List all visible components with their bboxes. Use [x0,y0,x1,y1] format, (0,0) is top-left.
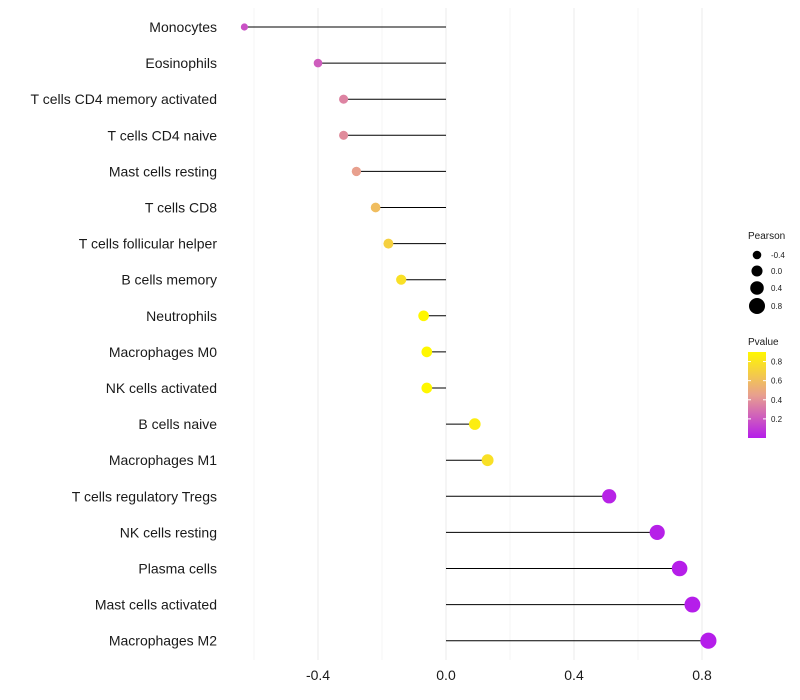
category-label: T cells CD4 memory activated [31,91,217,107]
lollipop-point [339,130,349,140]
lollipop-point [421,382,433,394]
lollipop-point [240,23,248,31]
category-label: T cells regulatory Tregs [72,488,217,504]
category-label: Monocytes [149,19,217,35]
category-label: NK cells resting [120,524,217,540]
color-legend-title: Pvalue [748,337,779,348]
lollipop-point [370,202,381,213]
category-label: T cells CD8 [145,200,217,216]
category-label: Macrophages M2 [109,633,217,649]
category-label: T cells CD4 naive [108,127,218,143]
color-legend-label: 0.6 [771,377,783,386]
lollipop-point [383,238,394,249]
lollipop-point [602,489,617,504]
category-label: Mast cells resting [109,163,217,179]
size-legend-key [748,297,766,315]
x-tick-label: 0.8 [692,667,712,683]
size-legend-label: 0.4 [771,284,783,293]
category-label: B cells memory [121,272,217,288]
color-legend-label: 0.2 [771,415,783,424]
lollipop-point [700,632,717,649]
color-legend-label: 0.4 [771,396,783,405]
lollipop-point [684,596,701,613]
lollipop-point [421,346,433,358]
lollipop-point [396,274,407,285]
stem-layer [244,26,709,642]
lollipop-point [671,560,688,577]
size-legend-label: 0.8 [771,302,783,311]
size-legend-key [750,281,764,295]
category-label: NK cells activated [106,380,217,396]
category-label: Macrophages M1 [109,452,217,468]
category-label: Neutrophils [146,308,217,324]
lollipop-point [351,166,362,177]
category-label: Plasma cells [138,561,217,577]
lollipop-point [418,310,429,322]
grid-layer [253,8,703,660]
category-label: Mast cells activated [95,597,217,613]
point-layer [240,23,717,649]
category-label: B cells naive [138,416,217,432]
lollipop-point [481,454,494,467]
lollipop-point [313,58,323,68]
x-tick-label: 0.0 [436,667,456,683]
color-legend-label: 0.8 [771,358,783,367]
size-legend-key [752,250,762,260]
y-axis-labels: Monocytes Eosinophils T cells CD4 memory a… [31,19,218,649]
x-axis-labels: -0.4 0.0 0.4 0.8 [306,667,712,683]
lollipop-point [339,94,349,104]
lollipop-point [468,418,481,430]
x-tick-label: 0.4 [564,667,584,683]
category-label: Eosinophils [145,55,217,71]
color-legend-bar [748,352,766,438]
lollipop-point [649,524,665,540]
legend: Pearson Pvalue -0.4 0.0 0.4 0.8 0.8 0.6 0.4 0.2 [748,231,785,438]
category-label: T cells follicular helper [79,236,218,252]
x-tick-label: -0.4 [306,667,330,683]
category-label: Macrophages M0 [109,344,217,360]
size-legend-label: 0.0 [771,267,783,276]
size-legend-key [751,265,763,277]
size-legend-label: -0.4 [771,251,785,260]
size-legend-title: Pearson [748,231,785,242]
